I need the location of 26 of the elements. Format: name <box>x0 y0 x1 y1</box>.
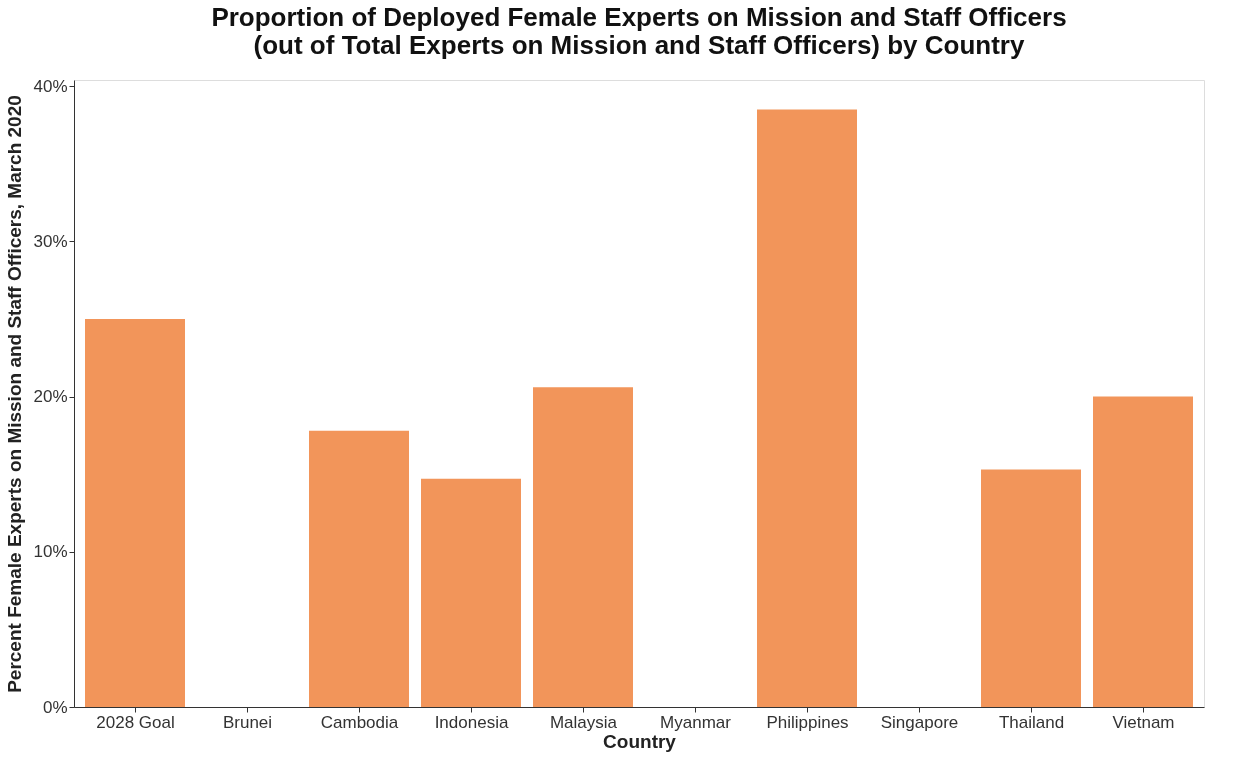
x-axis-title: Country <box>603 730 677 752</box>
bar <box>421 478 521 707</box>
bar <box>309 430 409 707</box>
y-tick-label: 10% <box>33 542 68 562</box>
x-tick-label: 2028 Goal <box>96 712 175 732</box>
bar <box>85 319 185 707</box>
x-tick-label: Cambodia <box>320 712 399 732</box>
y-tick-label: 40% <box>33 76 68 96</box>
bar <box>981 469 1081 707</box>
x-tick-label: Malaysia <box>549 712 618 732</box>
bar <box>757 109 857 707</box>
x-tick-label: Myanmar <box>660 712 732 732</box>
x-tick-label: Singapore <box>880 712 959 732</box>
bar <box>533 387 633 707</box>
y-axis-title: Percent Female Experts on Mission and Staff Officers, March 2020 <box>4 95 26 693</box>
y-tick-label: 0% <box>42 697 68 717</box>
x-tick-label: Thailand <box>998 712 1065 732</box>
x-tick-label: Brunei <box>222 712 273 732</box>
y-tick-label: 20% <box>33 387 68 407</box>
text: Proportion of Deployed Female Experts on Mission and Staff Officers <box>211 2 1067 33</box>
x-tick-label: Indonesia <box>434 712 509 732</box>
x-tick-label: Philippines <box>766 712 849 732</box>
text: (out of Total Experts on Mission and Staff Officers) by Country <box>253 30 1025 61</box>
bar <box>1093 396 1193 707</box>
x-tick-label: Vietnam <box>1112 712 1175 732</box>
y-tick-label: 30% <box>33 231 68 251</box>
